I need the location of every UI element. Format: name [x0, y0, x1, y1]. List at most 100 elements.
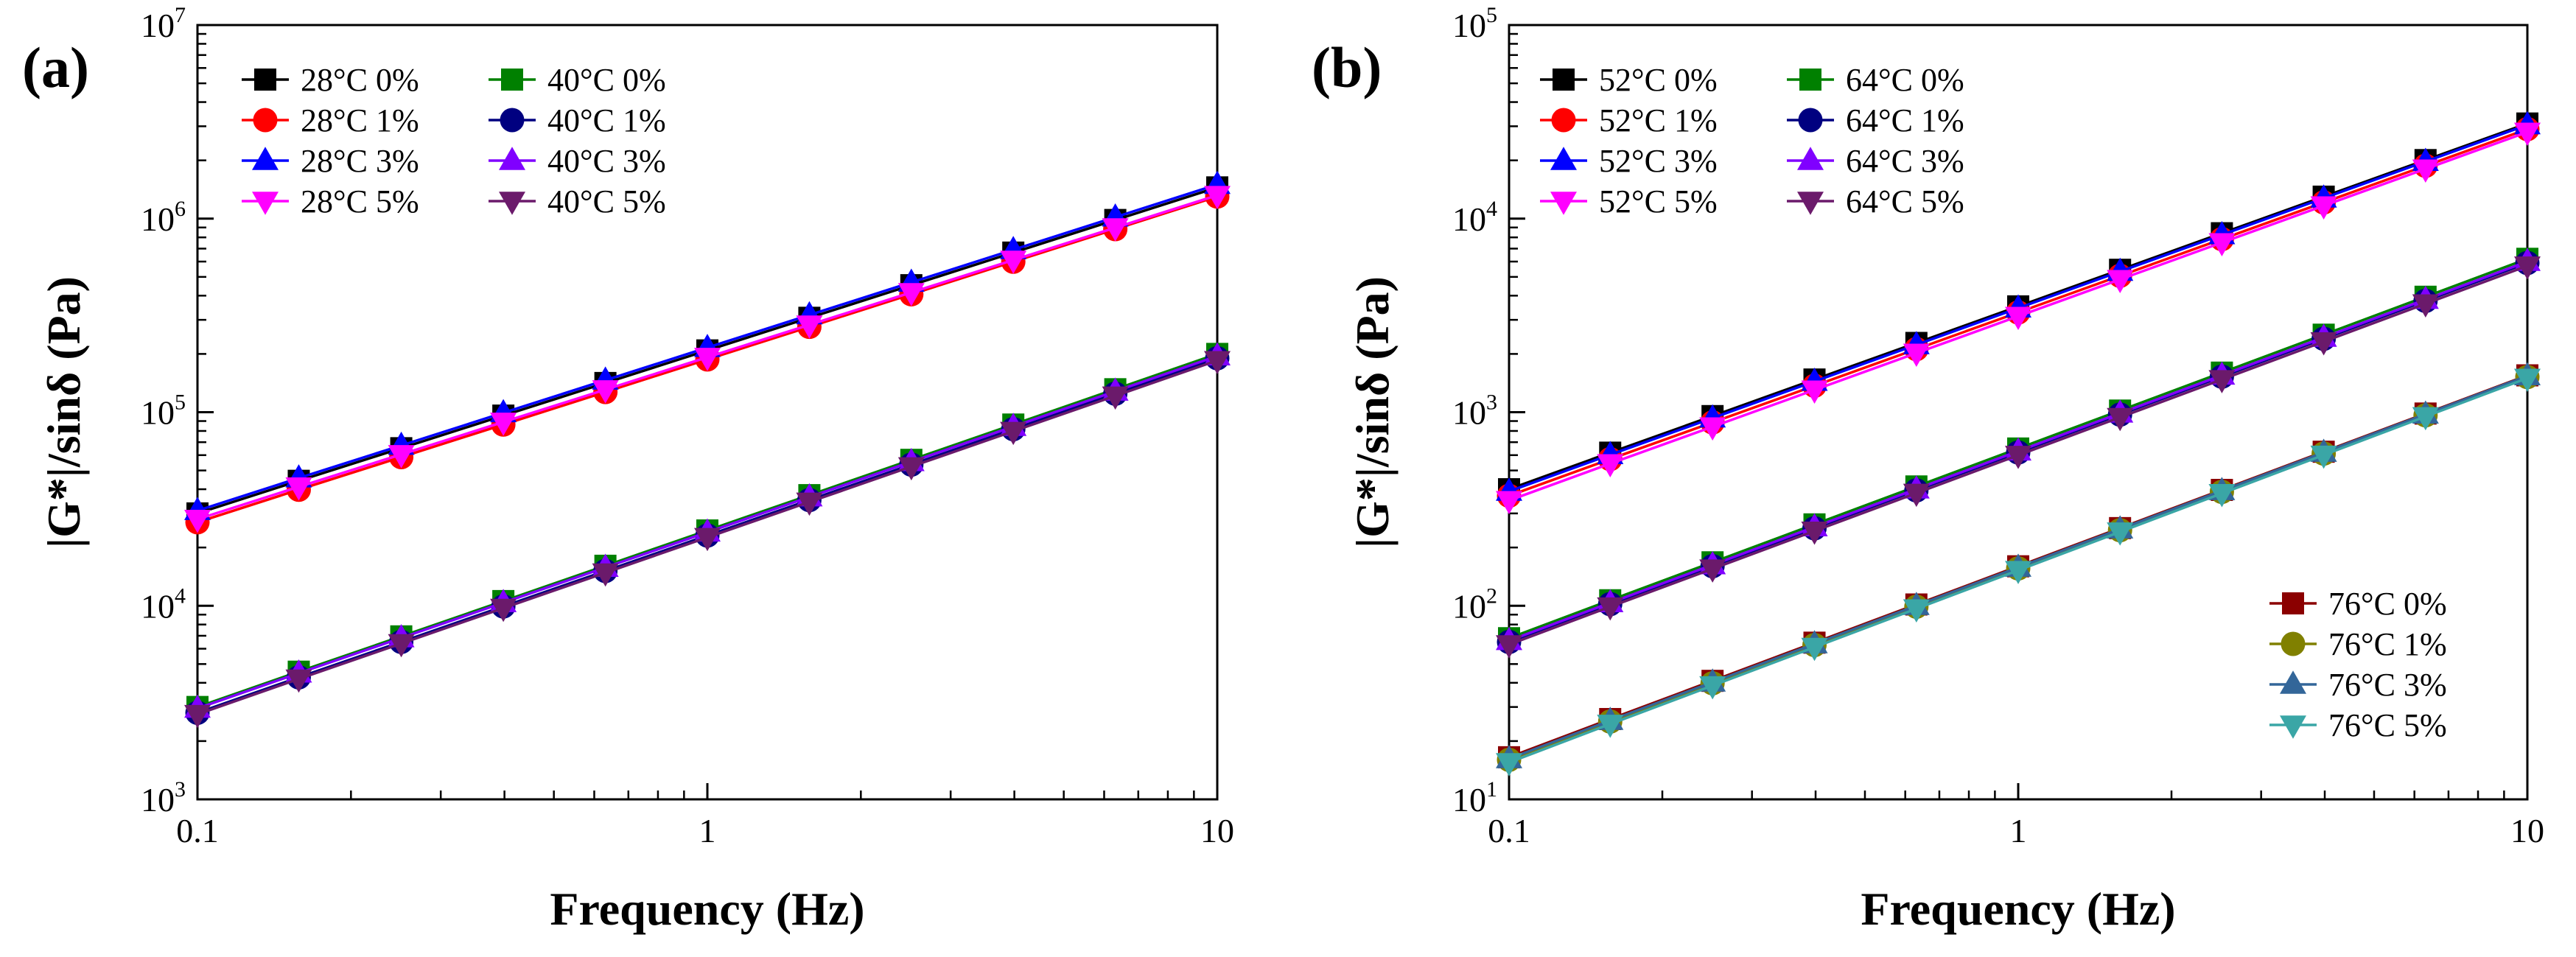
y-tick-label: 105 [1452, 3, 1497, 44]
data-point [1699, 417, 1726, 441]
legend-label: 52°C 5% [1599, 183, 1718, 220]
data-point [1801, 380, 1828, 404]
data-point [2412, 407, 2439, 431]
data-point [2514, 256, 2541, 280]
data-point [2107, 522, 2134, 546]
data-point [2514, 122, 2541, 147]
data-point [2412, 159, 2439, 183]
panel-a: 0.1 1 10 103 104 105 106 107 Frequency (Hz) |G*|/… [22, 3, 1234, 935]
legend-label: 28°C 3% [301, 143, 419, 179]
legend-label: 28°C 1% [301, 102, 419, 139]
legend-label: 64°C 3% [1846, 143, 1964, 179]
data-point [1597, 715, 1624, 738]
legend-label: 76°C 0% [2328, 586, 2447, 622]
data-point [2107, 270, 2134, 294]
y-tick-label: 106 [141, 197, 186, 238]
legend: 28°C 0% 28°C 1% 28°C 3% 28°C 5% 40°C 0% 40°C … [242, 62, 666, 220]
data-point [2005, 306, 2031, 331]
data-point [490, 598, 517, 623]
legend-label: 64°C 1% [1846, 102, 1964, 139]
legend-marker [1553, 69, 1575, 91]
legend-label: 76°C 5% [2328, 707, 2447, 743]
legend-marker [500, 108, 525, 133]
legend-marker [2281, 631, 2306, 656]
data-point [285, 477, 312, 501]
data-point [2310, 445, 2337, 469]
legend-label: 40°C 5% [547, 183, 666, 220]
legend-label: 28°C 5% [301, 183, 419, 220]
data-point [796, 492, 823, 516]
data-point [2412, 294, 2439, 318]
data-point [592, 563, 619, 587]
x-tick-label: 10 [1200, 812, 1234, 849]
legend-label: 40°C 1% [547, 102, 666, 139]
legend-marker [1798, 108, 1823, 133]
data-point [2005, 446, 2031, 469]
legend-marker [1797, 147, 1824, 170]
legend-marker [499, 147, 525, 170]
data-point [2514, 368, 2541, 392]
legend-marker [2280, 715, 2306, 739]
legend-marker [2282, 592, 2304, 614]
y-tick-label: 103 [141, 777, 186, 818]
legend-label: 76°C 1% [2328, 626, 2447, 662]
data-point [1597, 454, 1624, 478]
legend-marker [2280, 670, 2306, 694]
data-point [694, 348, 721, 371]
data-point [1204, 351, 1231, 375]
legend-marker [1797, 192, 1824, 215]
data-point [2310, 332, 2337, 356]
legend-label: 64°C 5% [1846, 183, 1964, 220]
x-tick-label: 1 [2010, 812, 2027, 849]
legend-marker [253, 108, 278, 133]
data-point [1699, 676, 1726, 700]
panel-label: (b) [1312, 35, 1382, 99]
legend: 76°C 0% 76°C 1% 76°C 3% 76°C 5% [2269, 586, 2447, 743]
data-point [2208, 233, 2236, 257]
data-point [1801, 637, 1828, 662]
legend-label: 52°C 3% [1599, 143, 1718, 179]
legend-marker [1550, 147, 1577, 170]
legend-marker [499, 192, 525, 215]
data-point [2208, 484, 2236, 508]
legend-label: 76°C 3% [2328, 667, 2447, 703]
data-point [1102, 386, 1129, 410]
data-point [1597, 597, 1624, 621]
y-tick-label: 102 [1452, 583, 1497, 625]
x-tick-label: 0.1 [176, 812, 219, 849]
data-point [796, 315, 823, 339]
y-tick-label: 104 [1452, 197, 1497, 238]
legend-marker [252, 147, 279, 170]
data-point [1903, 343, 1930, 368]
x-axis-label: Frequency (Hz) [550, 883, 864, 935]
legend-label: 40°C 0% [547, 62, 666, 98]
series-28-C-5- [184, 186, 1231, 533]
legend-marker [1551, 108, 1576, 133]
y-tick-label: 107 [141, 3, 186, 44]
data-point [388, 634, 415, 658]
series-52-C-5- [1496, 122, 2541, 515]
x-tick-label: 1 [699, 812, 716, 849]
data-point [694, 527, 721, 552]
data-point [1903, 599, 1930, 623]
y-tick-label: 105 [141, 390, 186, 432]
data-point [1496, 635, 1522, 659]
data-point [184, 704, 211, 729]
data-point [2005, 561, 2031, 584]
legend-label: 28°C 0% [301, 62, 419, 98]
legend-marker [1550, 192, 1577, 215]
x-axis-label: Frequency (Hz) [1861, 883, 2175, 935]
y-tick-label: 101 [1452, 777, 1497, 818]
data-point [1903, 483, 1930, 508]
y-axis-label: |G*|/sinδ (Pa) [1346, 276, 1399, 548]
y-tick-label: 104 [141, 583, 186, 625]
series-40-C-5- [184, 351, 1231, 729]
legend-label: 52°C 1% [1599, 102, 1718, 139]
data-point [1000, 421, 1027, 446]
data-point [285, 669, 312, 693]
data-point [1496, 753, 1522, 777]
data-point [1801, 521, 1828, 545]
legend-marker [501, 69, 523, 91]
legend-label: 52°C 0% [1599, 62, 1718, 98]
